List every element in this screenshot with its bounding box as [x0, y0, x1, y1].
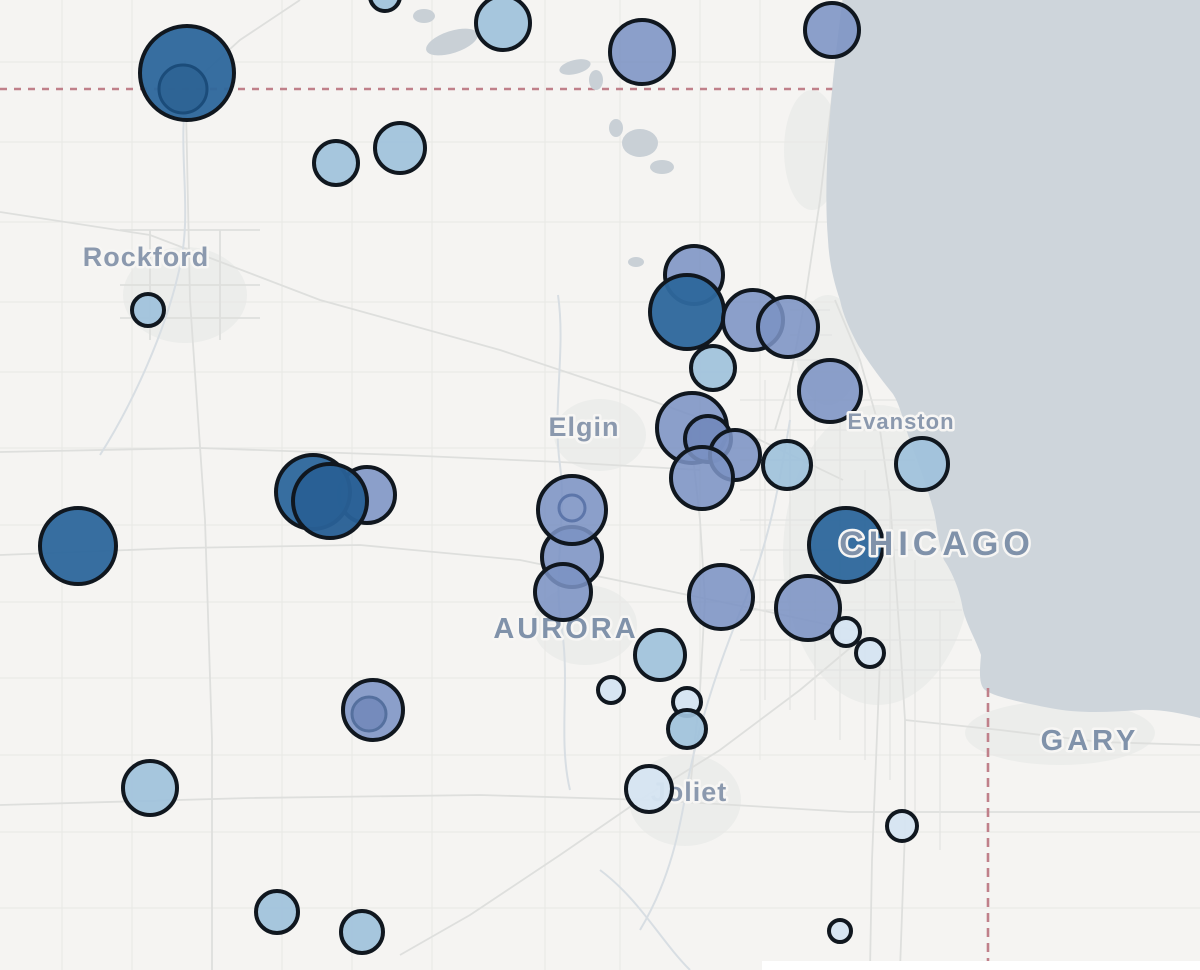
- map-bubble[interactable]: [803, 1, 861, 59]
- map-bubble[interactable]: [291, 462, 369, 540]
- map-bubble[interactable]: [130, 292, 166, 328]
- map-bubble[interactable]: [624, 764, 674, 814]
- city-label-rockford: Rockford: [83, 242, 210, 272]
- map-bubble[interactable]: [312, 139, 360, 187]
- map-bubble[interactable]: [596, 675, 626, 705]
- map-bubble[interactable]: [648, 273, 726, 351]
- city-label-gary: GARY: [1041, 725, 1140, 757]
- map-bubble[interactable]: [536, 474, 608, 546]
- map-bubble[interactable]: [121, 759, 179, 817]
- map-bubble-inner-ring[interactable]: [157, 63, 209, 115]
- map-bubble[interactable]: [774, 574, 842, 642]
- map-bubble[interactable]: [666, 708, 708, 750]
- map-bubble[interactable]: [827, 918, 853, 944]
- map-bubble[interactable]: [608, 18, 676, 86]
- map-bubble[interactable]: [368, 0, 402, 13]
- city-label-evanston: Evanston: [847, 409, 954, 434]
- map-bubble[interactable]: [756, 295, 820, 359]
- map-bubble[interactable]: [474, 0, 532, 52]
- map-bubble[interactable]: [373, 121, 427, 175]
- map-bubble[interactable]: [689, 344, 737, 392]
- city-label-elgin: Elgin: [549, 412, 620, 442]
- map-bubble-inner-ring[interactable]: [350, 695, 388, 733]
- city-labels-above: Evanston CHICAGO: [837, 407, 1035, 566]
- map-bubble[interactable]: [254, 889, 300, 935]
- map-bubble[interactable]: [761, 439, 813, 491]
- map-bubble[interactable]: [687, 563, 755, 631]
- map-bubble[interactable]: [339, 909, 385, 955]
- bubble-layer[interactable]: [38, 0, 950, 955]
- attribution-strip: [762, 961, 1200, 970]
- lake-michigan: [826, 0, 1200, 718]
- map-bubble[interactable]: [885, 809, 919, 843]
- map-bubble[interactable]: [797, 358, 863, 424]
- map-bubble[interactable]: [854, 637, 886, 669]
- city-label-chicago: CHICAGO: [839, 525, 1035, 563]
- map-bubble[interactable]: [633, 628, 687, 682]
- map-bubble[interactable]: [533, 562, 593, 622]
- map-bubble[interactable]: [807, 506, 885, 584]
- small-lakes: [413, 9, 674, 267]
- map-bubble[interactable]: [894, 436, 950, 492]
- map-bubble[interactable]: [830, 616, 862, 648]
- map-bubble[interactable]: [38, 506, 118, 586]
- map-bubble-inner-ring[interactable]: [557, 493, 587, 523]
- map-bubble[interactable]: [669, 445, 735, 511]
